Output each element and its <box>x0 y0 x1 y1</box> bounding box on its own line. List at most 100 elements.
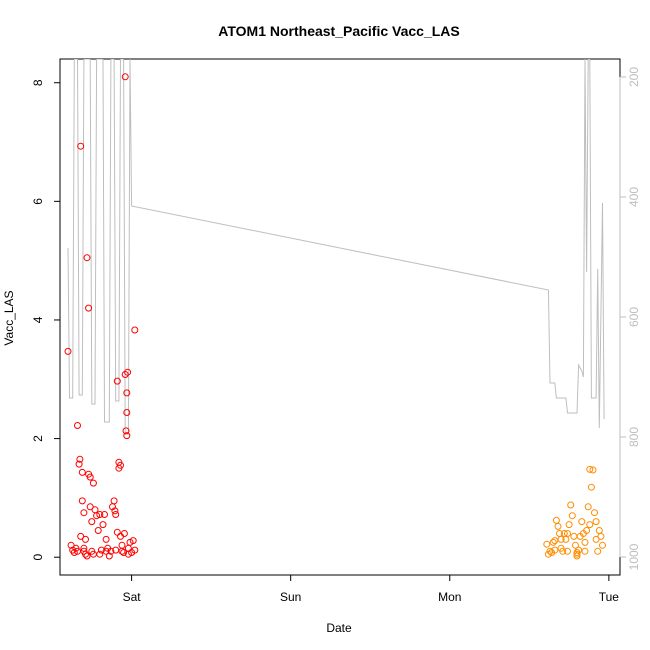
series-1-point <box>86 473 94 481</box>
series-2-point <box>597 532 605 540</box>
series-2-point <box>586 521 594 529</box>
series-1-point <box>97 546 105 554</box>
series-1-point <box>89 550 97 558</box>
series-1-point <box>112 546 120 554</box>
y-axis-label: Vacc_LAS <box>2 290 16 345</box>
series-2-point <box>552 516 560 524</box>
plot-frame <box>59 58 621 576</box>
secondary-series-line <box>67 59 605 435</box>
series-1-point <box>122 427 130 435</box>
series-1-point <box>112 511 120 518</box>
y2-tick-label: 1000 <box>627 543 641 570</box>
series-1-point <box>82 535 89 543</box>
y-tick-label: 4 <box>31 316 45 323</box>
chart-title: ATOM1 Northeast_Pacific Vacc_LAS <box>218 23 459 39</box>
series-2-point <box>567 501 575 509</box>
series-1-point <box>80 509 88 517</box>
series-2-point <box>589 466 597 474</box>
series-1-point <box>120 530 128 537</box>
series-1-point <box>118 547 126 555</box>
series-2-point <box>549 538 557 546</box>
series-2-point <box>583 527 591 534</box>
x-tick-label: Sat <box>123 590 142 604</box>
series-1-point <box>117 461 124 469</box>
series-2-point <box>559 547 567 555</box>
y-tick-label: 2 <box>31 435 45 442</box>
series-1-point <box>78 497 86 505</box>
series-1-point <box>107 547 115 555</box>
y-axis: 0 2 4 6 8 <box>31 79 61 561</box>
series-2-point <box>592 518 600 526</box>
series-1-point <box>77 142 85 150</box>
series-1-point <box>64 347 72 355</box>
series-1-point <box>123 432 131 440</box>
series-1-point <box>99 521 107 529</box>
series-2-point <box>587 483 595 491</box>
series-1-point <box>76 455 84 463</box>
series-1-point <box>96 511 104 518</box>
series-1-point <box>101 511 108 518</box>
series-1-point <box>124 544 132 552</box>
series-1-point <box>93 512 101 520</box>
series-1-point <box>75 460 83 468</box>
series-2-point <box>591 509 598 517</box>
series-1-point <box>129 537 137 545</box>
series-1-point <box>89 479 97 487</box>
series-2-point <box>573 549 581 556</box>
series-1-point <box>78 468 86 476</box>
series-1-point <box>131 546 139 554</box>
series-2-point <box>551 537 559 545</box>
series-1-point <box>105 552 113 560</box>
series-1-point <box>113 377 121 385</box>
x-tick-label: Sun <box>280 590 301 604</box>
series-1-point <box>120 549 128 556</box>
series-1-point <box>88 518 96 526</box>
series-2-point <box>570 532 578 540</box>
series-2-point <box>568 512 576 520</box>
series-1-point <box>94 527 102 534</box>
y2-tick-label: 400 <box>627 187 641 207</box>
series-2-point <box>564 530 571 537</box>
series-1-point <box>102 547 110 555</box>
series-2-point <box>543 540 551 548</box>
series-1-point <box>118 541 126 549</box>
series-1-point <box>110 497 118 505</box>
series-1-point <box>74 422 81 429</box>
series-1-point <box>91 506 99 514</box>
series-1-point <box>121 371 129 378</box>
series-1-point <box>124 550 132 558</box>
series-1-point <box>85 304 93 312</box>
series-1-point <box>111 507 119 515</box>
series-2-point <box>554 522 562 530</box>
series-2-point <box>594 547 602 555</box>
series-1-point <box>83 552 91 560</box>
series-2-point <box>564 547 571 555</box>
series-1-point <box>123 389 131 397</box>
y2-tick-label: 600 <box>627 307 641 327</box>
y2-tick-label: 800 <box>627 427 641 447</box>
x-tick-label: Mon <box>438 590 461 604</box>
series-2-point <box>581 547 589 555</box>
y-tick-label: 8 <box>31 79 45 86</box>
series-2-point <box>586 465 594 473</box>
x-tick-label: Tue <box>599 590 620 604</box>
x-axis: Sat Sun Mon Tue <box>123 574 620 604</box>
series-1-point <box>121 73 129 81</box>
series-1-point <box>70 549 78 556</box>
series-2-point <box>578 518 586 526</box>
series-2-point <box>584 503 592 511</box>
series-1-point <box>80 544 88 552</box>
series-2-point <box>551 546 559 554</box>
x-axis-label: Date <box>326 621 352 635</box>
series-1-point <box>123 409 131 416</box>
series-2-point <box>546 547 554 555</box>
series-1-point <box>124 368 132 376</box>
series-1-point <box>131 326 139 334</box>
series-1-point <box>74 547 81 555</box>
y-tick-label: 0 <box>31 554 45 561</box>
series-1-point <box>113 528 121 536</box>
series-1-point <box>102 535 110 543</box>
series-2-point <box>581 538 589 546</box>
series-2-point <box>572 541 579 549</box>
